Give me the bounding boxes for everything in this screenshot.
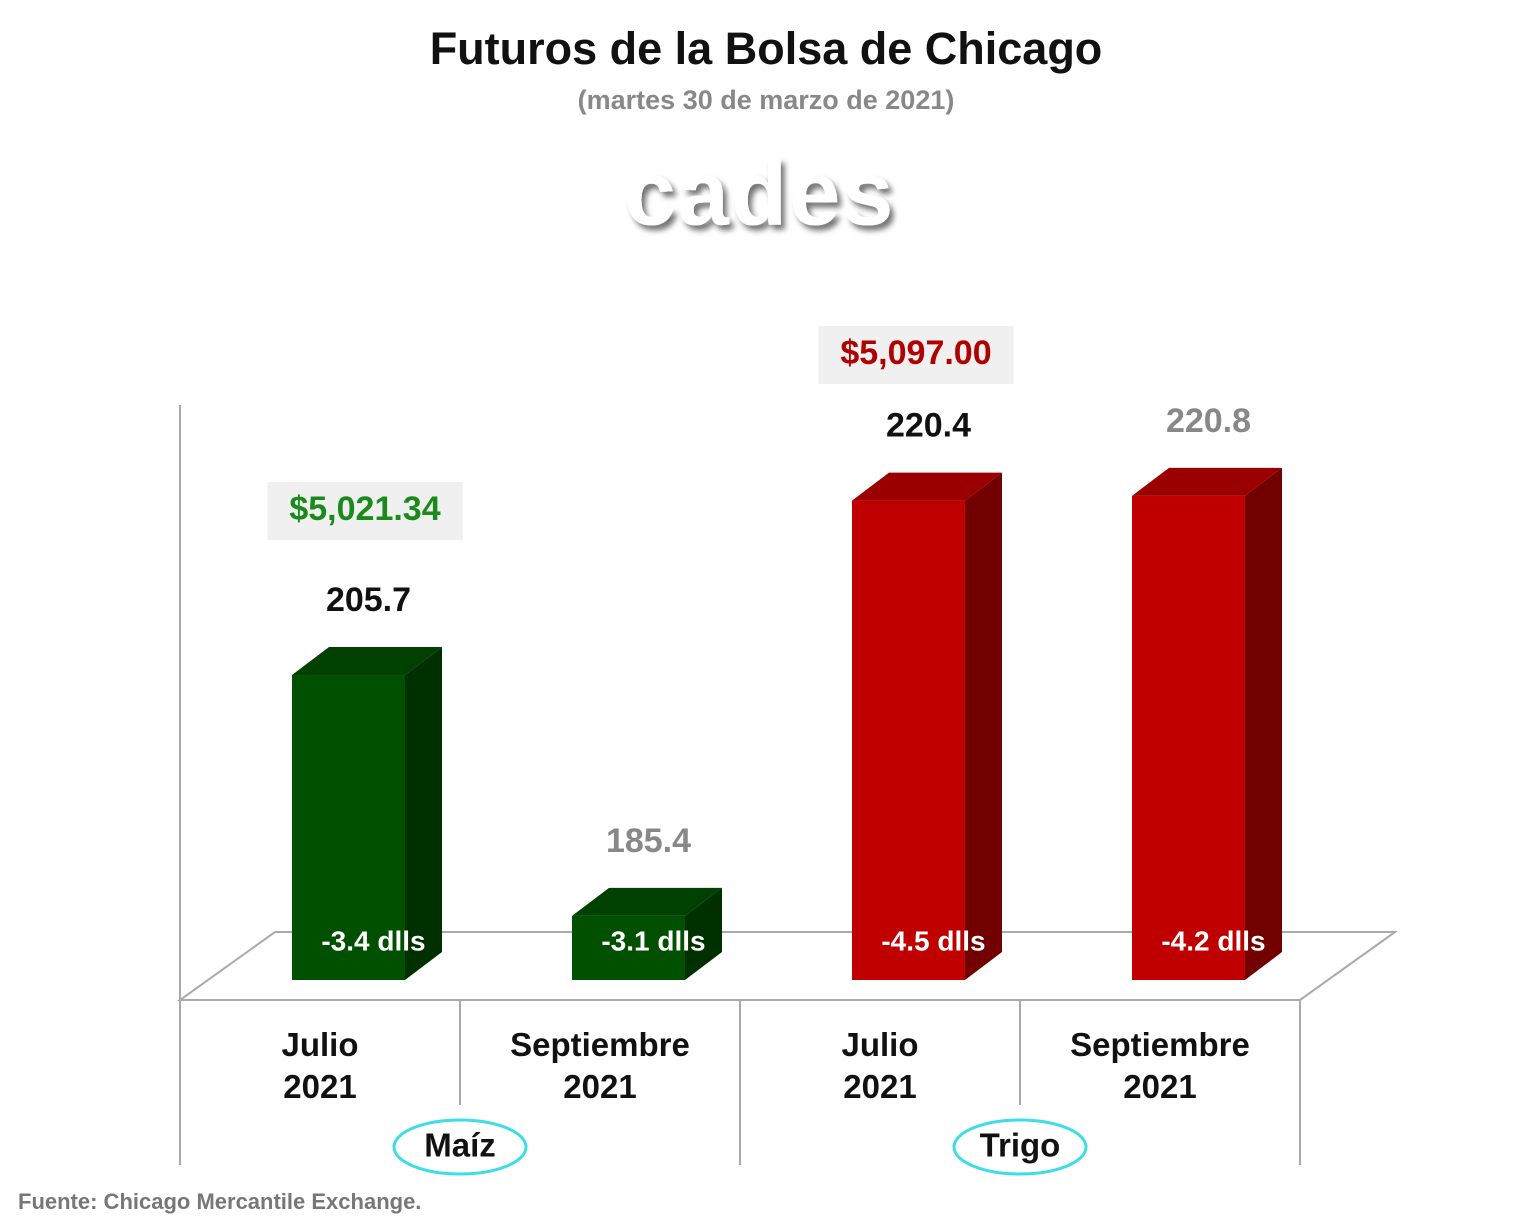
bar-side xyxy=(965,472,1002,980)
logo: cades xyxy=(625,142,896,244)
bar xyxy=(1132,495,1245,980)
bar xyxy=(292,675,405,980)
change-label: -4.2 dlls xyxy=(1161,925,1265,956)
bar-top xyxy=(1132,467,1282,496)
x-tick-label: Septiembre 2021 xyxy=(1070,1026,1250,1105)
bar-top xyxy=(292,647,442,676)
value-label: 220.8 xyxy=(1166,402,1251,440)
price-label: $5,021.34 xyxy=(289,490,440,528)
source-note: Fuente: Chicago Mercantile Exchange. xyxy=(18,1189,421,1214)
bar xyxy=(852,500,965,980)
chart-subtitle: (martes 30 de marzo de 2021) xyxy=(578,85,955,115)
price-box xyxy=(267,482,463,540)
change-label: -4.5 dlls xyxy=(881,925,985,956)
bar-top xyxy=(572,887,722,916)
group-marker xyxy=(392,1118,528,1176)
value-label: 205.7 xyxy=(326,581,411,619)
bar-top xyxy=(852,472,1002,501)
group-label: Maíz xyxy=(424,1127,496,1164)
frame xyxy=(176,405,1399,1165)
bar-side xyxy=(405,647,442,980)
price-label: $5,097.00 xyxy=(840,334,991,372)
x-tick-label: Julio 2021 xyxy=(841,1026,919,1105)
price-box xyxy=(818,326,1014,384)
x-tick-label: Septiembre 2021 xyxy=(510,1026,690,1105)
chart-title: Futuros de la Bolsa de Chicago xyxy=(430,23,1103,74)
x-tick-label: Julio 2021 xyxy=(281,1026,359,1105)
group-marker xyxy=(952,1118,1088,1176)
change-label: -3.1 dlls xyxy=(601,925,705,956)
value-label: 185.4 xyxy=(606,822,691,860)
bar xyxy=(572,915,685,980)
value-label: 220.4 xyxy=(886,407,971,445)
change-label: -3.4 dlls xyxy=(321,925,425,956)
bar-side xyxy=(685,887,722,980)
bar-side xyxy=(1245,467,1282,981)
group-label: Trigo xyxy=(980,1127,1061,1164)
